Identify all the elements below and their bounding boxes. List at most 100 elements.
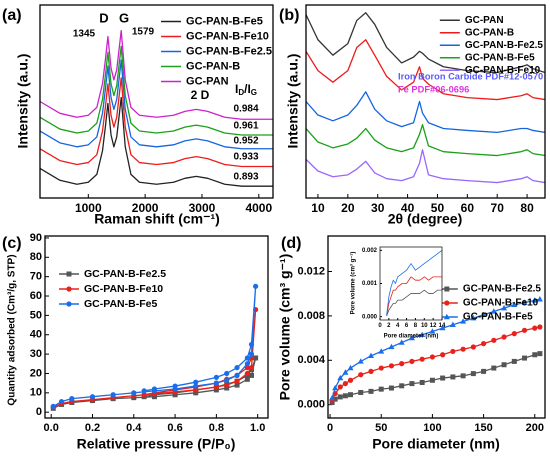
marker (532, 352, 538, 358)
marker (141, 392, 147, 398)
x-tick-label: 2000 (132, 201, 159, 215)
x-tick-label: 80 (520, 201, 534, 215)
y-tick-label: 0.008 (297, 310, 325, 322)
ratio-header: ID/IG (235, 82, 257, 97)
marker (443, 313, 450, 320)
legend-label: GC-PAN-B-Fe2.5 (465, 40, 544, 51)
marker (444, 300, 450, 306)
marker (429, 354, 436, 360)
y-axis-label: Quantity adsorbed (Cm³/g, STP) (7, 254, 18, 405)
y-axis-label: Pore volume (cm³ g⁻¹) (277, 254, 293, 401)
peak-label: 1345 (73, 29, 96, 40)
x-tick-label: 50 (431, 201, 445, 215)
x-tick-label: 1.0 (250, 422, 265, 434)
marker (332, 384, 339, 391)
x-tick-label: 20 (341, 201, 355, 215)
marker (131, 390, 137, 396)
marker (491, 365, 497, 371)
marker (244, 370, 250, 377)
ratio-value: 0.961 (233, 121, 258, 132)
marker (244, 361, 250, 367)
marker (480, 311, 487, 317)
y-axis-label: Pore volume (cm³ g⁻¹) (350, 252, 357, 315)
marker (490, 308, 497, 314)
marker (522, 355, 528, 361)
marker (89, 394, 96, 400)
marker (234, 378, 240, 384)
marker (480, 341, 487, 347)
marker (460, 373, 466, 379)
marker (536, 296, 543, 302)
series-line (39, 59, 273, 150)
series-line (386, 249, 443, 316)
marker (151, 386, 158, 392)
x-tick-label: 10 (311, 201, 325, 215)
marker (429, 377, 435, 383)
y-tick-label: 20 (30, 367, 42, 379)
y-tick-label: 90 (30, 232, 42, 244)
marker (224, 377, 230, 383)
marker (342, 380, 349, 387)
marker (449, 321, 456, 327)
y-axis-label: Intensity (a.u.) (15, 54, 31, 149)
legend-label: GC-PAN-B-Fe10 (463, 298, 539, 309)
ratio-value: 0.933 (233, 152, 258, 163)
marker (193, 379, 199, 385)
marker (58, 398, 65, 405)
y-tick-label: 0.002 (362, 248, 378, 254)
legend-label: GC-PAN-B-Fe10 (186, 30, 269, 42)
marker (440, 352, 446, 358)
peak-label: 2 D (191, 88, 210, 102)
marker (337, 374, 344, 381)
marker (388, 343, 395, 350)
plot-frame (327, 235, 546, 419)
y-axis-label: Intensity (a.u.) (285, 54, 301, 149)
marker (409, 358, 415, 365)
ratio-value: 0.893 (233, 172, 258, 183)
legend-label: GC-PAN-B-Fe5 (463, 312, 533, 323)
legend-label: GC-PAN-B-Fe5 (84, 298, 157, 310)
marker (444, 286, 450, 292)
x-tick-label: 4 (396, 323, 400, 329)
marker (253, 355, 259, 361)
x-tick-label: 0 (327, 422, 333, 434)
marker (470, 314, 477, 321)
x-tick-label: 0.8 (209, 422, 224, 434)
x-axis-label: Pore diameter (nm) (372, 436, 500, 452)
x-tick-label: 60 (461, 201, 475, 215)
marker (66, 286, 72, 292)
x-tick-label: 0.2 (85, 422, 100, 434)
ratio-header-part: G (251, 88, 257, 97)
marker (50, 403, 56, 409)
marker (337, 394, 343, 400)
plot-frame (379, 246, 443, 321)
ratio-header-part: D (238, 88, 244, 97)
marker (224, 370, 230, 377)
marker (224, 385, 230, 391)
marker (347, 364, 354, 371)
x-tick-label: 40 (401, 201, 415, 215)
marker (419, 356, 425, 362)
series-line (39, 96, 273, 187)
y-tick-label: 30 (30, 348, 42, 360)
series-line (39, 29, 273, 120)
y-tick-label: 70 (30, 271, 42, 283)
marker (234, 365, 240, 371)
peak-label: G (119, 10, 129, 25)
marker (348, 392, 354, 398)
marker (69, 396, 75, 402)
reference-label: Fe PDF#06-0696 (398, 84, 469, 94)
marker (429, 328, 436, 334)
marker (213, 380, 219, 386)
x-tick-label: 50 (375, 422, 387, 434)
marker (66, 301, 72, 307)
y-tick-label: 0.000 (362, 314, 378, 320)
marker (460, 318, 467, 324)
marker (398, 339, 405, 345)
legend-label: GC-PAN-B-Fe2.5 (463, 284, 542, 295)
y-tick-label: 0 (36, 406, 42, 418)
plot-frame (39, 4, 274, 199)
x-axis-label: Relative pressure (P/P₀) (77, 436, 236, 452)
marker (234, 372, 240, 379)
marker (470, 344, 476, 350)
